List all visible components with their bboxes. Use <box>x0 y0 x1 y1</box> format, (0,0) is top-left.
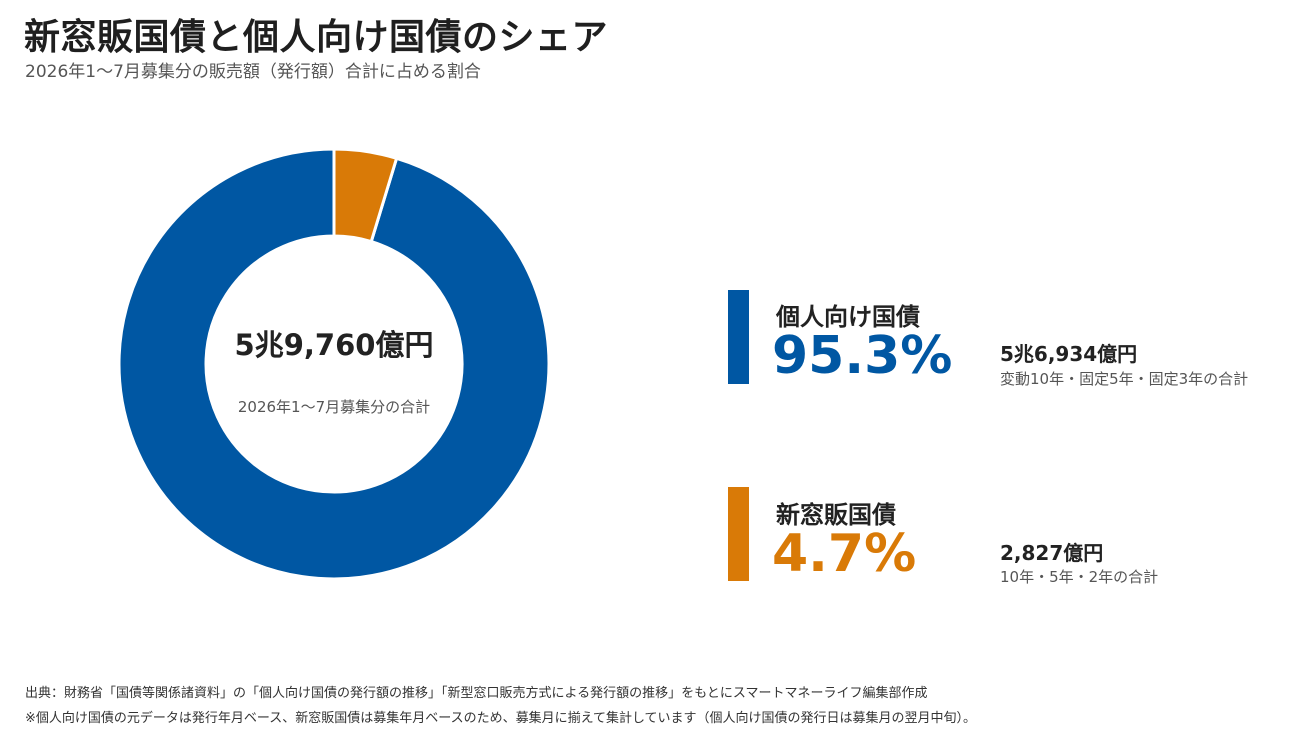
legend-detail: 変動10年・固定5年・固定3年の合計 <box>1000 370 1249 388</box>
legend-amount: 5兆6,934億円 <box>1000 342 1138 366</box>
legend-detail: 10年・5年・2年の合計 <box>1000 568 1159 586</box>
legend-percent: 95.3% <box>772 326 953 386</box>
chart-title: 新窓販国債と個人向け国債のシェア <box>24 17 609 58</box>
legend-amount: 2,827億円 <box>1000 541 1104 565</box>
chart-subtitle: 2026年1〜7月募集分の販売額（発行額）合計に占める割合 <box>25 62 481 82</box>
donut-center-total: 5兆9,760億円 <box>234 328 434 362</box>
legend-label: 新窓販国債 <box>776 501 896 529</box>
legend-label: 個人向け国債 <box>776 303 920 331</box>
legend-color-bar <box>728 487 749 581</box>
slice-new-otc-bonds <box>332 147 399 244</box>
legend-color-bar <box>728 290 749 384</box>
slice-individual-bonds <box>117 147 551 581</box>
legend-percent: 4.7% <box>772 524 917 584</box>
method-note: ※個人向け国債の元データは発行年月ベース、新窓販国債は募集年月ベースのため、募集… <box>25 711 977 726</box>
donut-chart <box>117 147 551 581</box>
source-note: 出典：財務省「国債等関係諸資料」の「個人向け国債の発行額の推移」「新型窓口販売方… <box>25 686 928 701</box>
donut-center-note: 2026年1〜7月募集分の合計 <box>237 398 431 416</box>
